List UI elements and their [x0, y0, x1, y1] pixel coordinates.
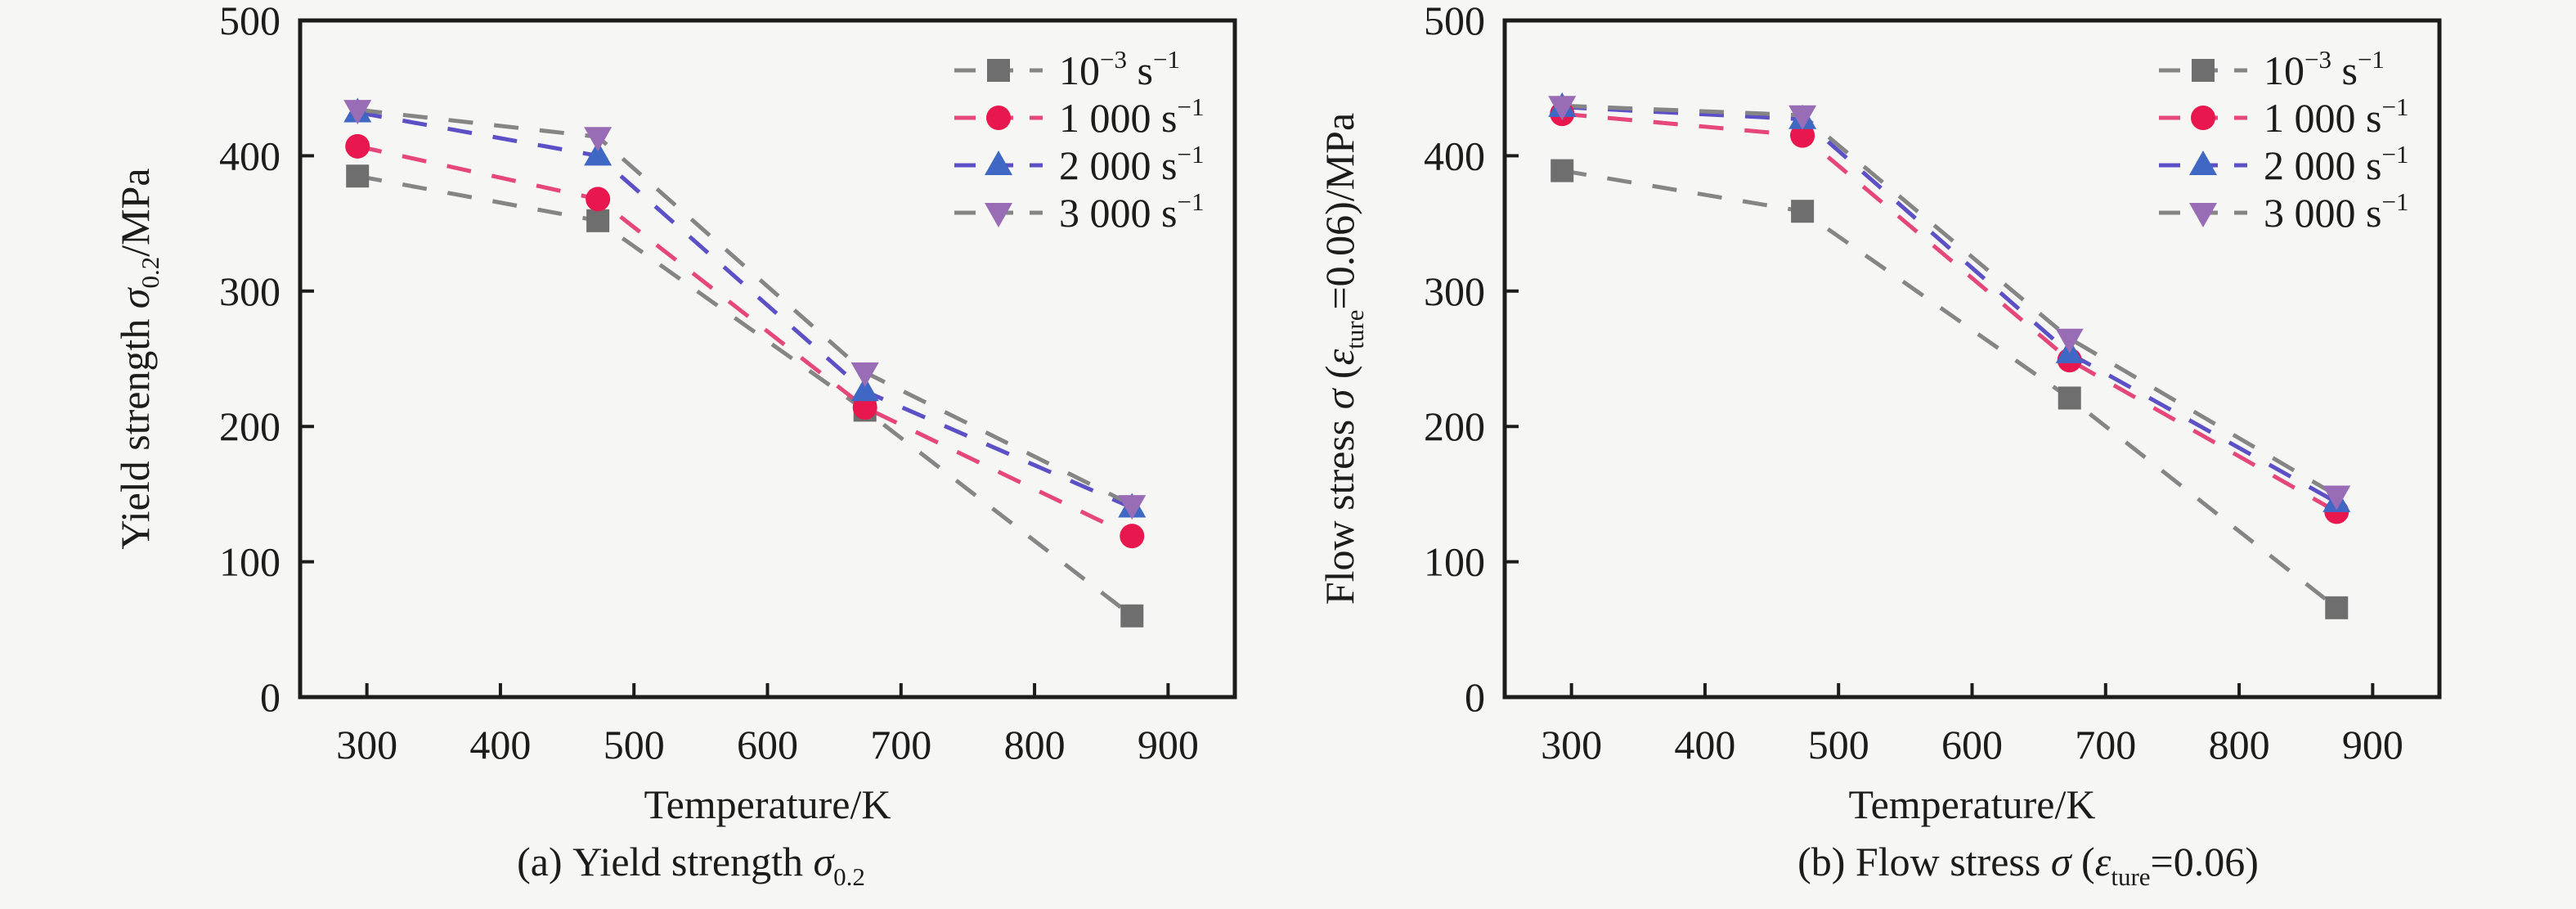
- series-0-marker: [1791, 200, 1815, 223]
- x-axis-label: Temperature/K: [644, 781, 891, 827]
- y-axis-label: Flow stress σ (εture=0.06)/MPa: [1317, 113, 1369, 605]
- series-3-marker: [850, 362, 879, 388]
- legend-series-1-label: 1 000 s−1: [1059, 92, 1204, 141]
- y-tick-label: 500: [1424, 0, 1485, 43]
- y-tick-label: 100: [219, 539, 280, 585]
- flow-stress-chart: 300 400 500 600 700 800 900 0 100 200 300 400 500 10−…: [1317, 0, 2442, 891]
- x-tick-label: 300: [336, 722, 397, 767]
- series-0-line: [1561, 169, 2338, 610]
- x-tick-label: 800: [1004, 722, 1066, 767]
- panel-b-flow-stress: 300 400 500 600 700 800 900 0 100 200 300 400 500 10−…: [1288, 0, 2576, 909]
- series-0-marker: [2325, 596, 2349, 619]
- series-3-marker: [584, 127, 613, 152]
- series-2-marker: [850, 376, 879, 402]
- caption-b: (b) Flow stress σ (εture=0.06): [1797, 839, 2259, 891]
- series-0-marker: [1551, 159, 1574, 182]
- y-tick-label: 200: [1424, 403, 1485, 449]
- series-2-line: [357, 110, 1133, 510]
- series-3-marker: [2322, 485, 2351, 511]
- legend-series-0-marker: [2192, 59, 2215, 82]
- series-1-marker: [852, 395, 877, 421]
- legend-series-0-label: 10−3 s−1: [2264, 45, 2385, 93]
- series-2-marker: [584, 141, 613, 166]
- y-axis-ticks: 0 100 200 300 400 500: [219, 0, 314, 720]
- series-0-marker: [346, 164, 370, 188]
- legend-series-3-label: 3 000 s−1: [2264, 187, 2408, 236]
- x-axis-label: Temperature/K: [1849, 781, 2096, 827]
- x-tick-label: 900: [1138, 722, 1199, 767]
- legend-series-1-label: 1 000 s−1: [2264, 92, 2408, 141]
- series-1-marker: [1790, 123, 1815, 148]
- x-tick-label: 400: [1674, 722, 1735, 767]
- series-lines: [1561, 103, 2338, 610]
- yield-strength-chart: 300 400 500 600 700 800 900 0 100 200 300 400 500 10−…: [112, 0, 1237, 891]
- x-tick-label: 600: [1941, 722, 2003, 767]
- x-axis-ticks: 300 400 500 600 700 800 900: [336, 683, 1199, 767]
- series-0-line: [357, 173, 1133, 618]
- series-0-marker: [2058, 386, 2081, 410]
- y-tick-label: 400: [1424, 133, 1485, 178]
- series-1-marker: [1120, 524, 1145, 549]
- y-axis-ticks: 0 100 200 300 400 500: [1424, 0, 1519, 720]
- series-3-line: [357, 107, 1133, 507]
- panel-a-yield-strength: 300 400 500 600 700 800 900 0 100 200 300 400 500 10−…: [112, 0, 1237, 891]
- series-1-marker: [586, 187, 611, 212]
- series-3-marker: [343, 100, 372, 125]
- y-tick-label: 400: [219, 133, 280, 178]
- legend-series-3-marker: [985, 203, 1012, 227]
- x-tick-label: 300: [1541, 722, 1602, 767]
- x-tick-label: 700: [2075, 722, 2136, 767]
- series-markers: [1548, 92, 2351, 619]
- legend-series-3-label: 3 000 s−1: [1059, 187, 1204, 236]
- x-tick-label: 500: [604, 722, 665, 767]
- x-tick-label: 500: [1808, 722, 1869, 767]
- legend-series-3-marker: [2189, 203, 2217, 227]
- legend-series-2-marker: [2189, 151, 2217, 175]
- series-3-marker: [1118, 495, 1147, 520]
- legend-series-2-marker: [985, 151, 1012, 175]
- y-tick-label: 300: [1424, 268, 1485, 314]
- y-tick-label: 500: [219, 0, 280, 43]
- x-axis-ticks: 300 400 500 600 700 800 900: [1541, 683, 2403, 767]
- series-1-line: [1561, 111, 2338, 514]
- series-2-line: [1562, 105, 2338, 505]
- series-3-marker: [1788, 105, 1817, 130]
- y-axis-label: Yield strength σ0.2/MPa: [112, 168, 164, 549]
- series-3-line: [1562, 103, 2338, 497]
- series-3-marker: [1548, 96, 1577, 121]
- legend-series-2-label: 2 000 s−1: [1059, 140, 1204, 188]
- legend: 10−3 s−11 000 s−12 000 s−13 000 s−1: [2159, 45, 2408, 236]
- legend: 10−3 s−11 000 s−12 000 s−13 000 s−1: [954, 45, 1204, 236]
- series-1-line: [357, 144, 1133, 538]
- x-tick-label: 700: [870, 722, 931, 767]
- x-tick-label: 900: [2342, 722, 2403, 767]
- x-tick-label: 600: [737, 722, 798, 767]
- y-tick-label: 0: [260, 674, 280, 720]
- series-markers: [343, 97, 1147, 628]
- series-3-marker: [2055, 328, 2084, 353]
- y-tick-label: 100: [1424, 539, 1485, 585]
- y-tick-label: 300: [219, 268, 280, 314]
- legend-series-0-label: 10−3 s−1: [1059, 45, 1180, 93]
- series-lines: [357, 107, 1133, 618]
- caption-a: (a) Yield strength σ0.2: [517, 839, 865, 891]
- y-tick-label: 0: [1465, 674, 1485, 720]
- y-tick-label: 200: [219, 403, 280, 449]
- legend-series-1-marker: [2191, 106, 2215, 130]
- legend-series-1-marker: [986, 106, 1011, 130]
- legend-series-2-label: 2 000 s−1: [2264, 140, 2408, 188]
- series-0-marker: [586, 209, 610, 232]
- x-tick-label: 800: [2209, 722, 2270, 767]
- legend-series-0-marker: [987, 59, 1010, 82]
- x-tick-label: 400: [469, 722, 531, 767]
- series-0-marker: [1120, 604, 1144, 628]
- series-1-marker: [345, 133, 370, 159]
